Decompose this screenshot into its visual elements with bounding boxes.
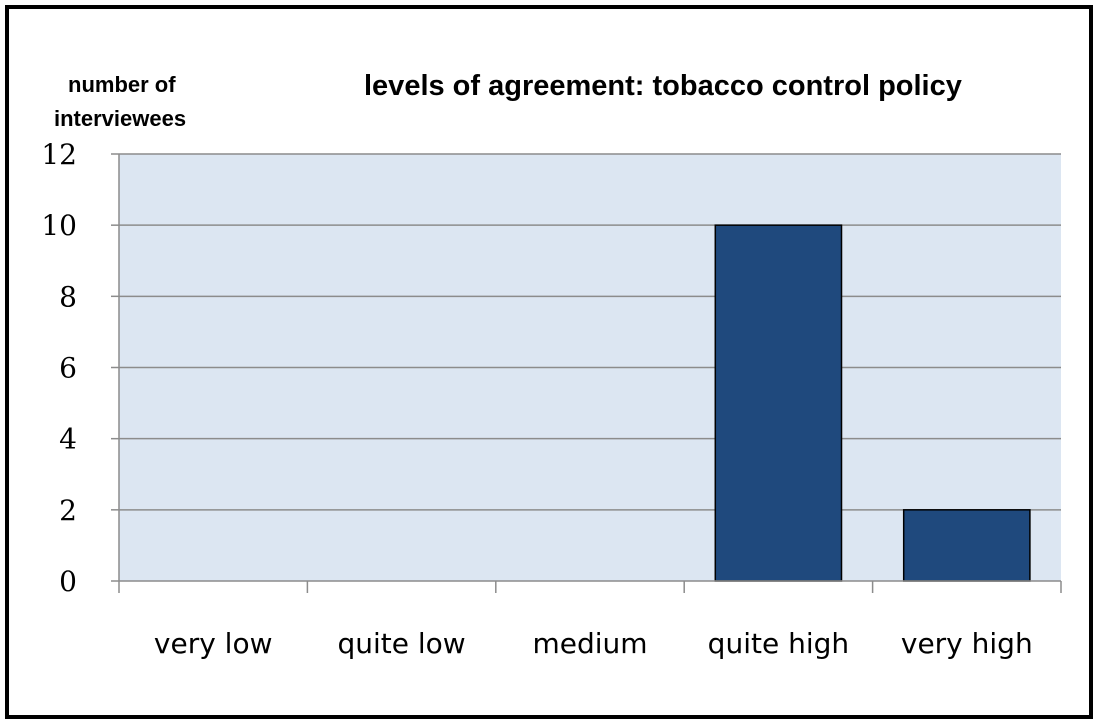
y-axis-label-line-2: interviewees bbox=[54, 106, 187, 131]
y-tick-label: 10 bbox=[41, 209, 77, 242]
y-tick-labels: 0 2 4 6 8 10 12 bbox=[41, 138, 77, 598]
x-category-label: very low bbox=[154, 627, 273, 660]
x-category-label: quite high bbox=[708, 627, 849, 660]
bar-quite-high bbox=[714, 224, 843, 582]
y-axis-label: number of interviewees bbox=[54, 68, 244, 136]
x-category-label: medium bbox=[532, 627, 647, 660]
axes bbox=[118, 154, 1062, 593]
y-axis-label-line-1: number of bbox=[68, 72, 176, 97]
x-category-label: very high bbox=[901, 627, 1033, 660]
y-tick-label: 0 bbox=[59, 565, 77, 598]
bar-very-high bbox=[902, 509, 1031, 582]
y-tick-label: 12 bbox=[41, 138, 77, 171]
x-category-label: quite low bbox=[337, 627, 465, 660]
x-category-labels: very low quite low medium quite high very hi… bbox=[154, 627, 1033, 660]
y-tick-label: 4 bbox=[59, 423, 77, 456]
y-tick-label: 8 bbox=[59, 280, 77, 313]
chart-title: levels of agreement: tobacco control pol… bbox=[364, 70, 962, 102]
y-tick-label: 6 bbox=[59, 352, 77, 385]
y-tick-label: 2 bbox=[59, 494, 77, 527]
